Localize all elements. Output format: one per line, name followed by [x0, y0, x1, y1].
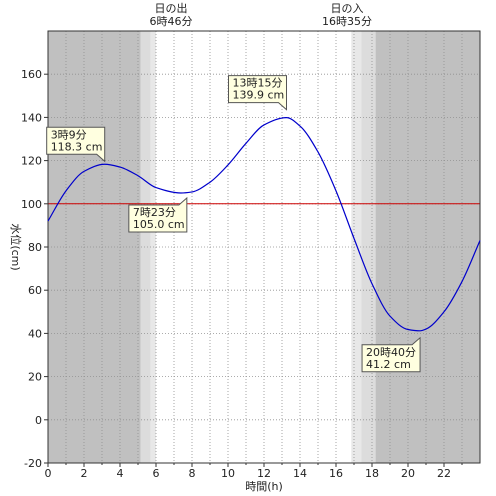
y-tick-label: 80 [28, 241, 42, 254]
annotation-level: 105.0 cm [133, 218, 185, 231]
annotation-time: 7時23分 [133, 206, 176, 219]
annotation-time: 13時15分 [233, 77, 283, 90]
sunset-time: 16時35分 [322, 15, 372, 28]
x-tick-label: 2 [81, 467, 88, 480]
sunset-header: 日の入 16時35分 [302, 2, 392, 28]
x-tick-label: 16 [329, 467, 343, 480]
annotation-callout [228, 75, 287, 111]
sunrise-label: 日の出 [154, 2, 188, 15]
annotation-level: 118.3 cm [51, 140, 103, 153]
x-tick-label: 14 [293, 467, 307, 480]
x-tick-label: 4 [117, 467, 124, 480]
x-tick-label: 0 [45, 467, 52, 480]
x-tick-label: 22 [437, 467, 451, 480]
annotation-level: 41.2 cm [366, 358, 411, 371]
y-tick-label: -20 [24, 457, 42, 470]
x-tick-label: 10 [221, 467, 235, 480]
y-tick-label: 120 [21, 155, 42, 168]
x-tick-label: 6 [153, 467, 160, 480]
annotation-callout [361, 336, 421, 373]
annotation-level: 139.9 cm [233, 89, 285, 102]
x-tick-label: 8 [189, 467, 196, 480]
y-tick-label: 140 [21, 111, 42, 124]
y-tick-label: 60 [28, 284, 42, 297]
x-axis-label: 時間(h) [245, 480, 283, 493]
y-tick-label: 0 [35, 414, 42, 427]
x-tick-label: 12 [257, 467, 271, 480]
sunset-label: 日の入 [330, 2, 364, 15]
sunrise-header: 日の出 6時46分 [126, 2, 216, 28]
night-band-evening [375, 31, 480, 463]
x-tick-label: 20 [401, 467, 415, 480]
annotation-time: 3時9分 [51, 128, 87, 141]
y-tick-label: 160 [21, 68, 42, 81]
y-tick-label: 20 [28, 371, 42, 384]
tide-series-line [47, 117, 481, 332]
twilight-band-morning [140, 31, 151, 463]
annotation-time: 20時40分 [366, 346, 416, 359]
dusk-band [351, 31, 362, 463]
annotation-callout [128, 196, 188, 233]
annotation-callout [46, 126, 106, 163]
sunrise-time: 6時46分 [149, 15, 193, 28]
x-tick-label: 18 [365, 467, 379, 480]
y-tick-label: 40 [28, 327, 42, 340]
y-tick-label: 100 [21, 198, 42, 211]
y-axis-label: 水位(cm) [9, 223, 23, 270]
